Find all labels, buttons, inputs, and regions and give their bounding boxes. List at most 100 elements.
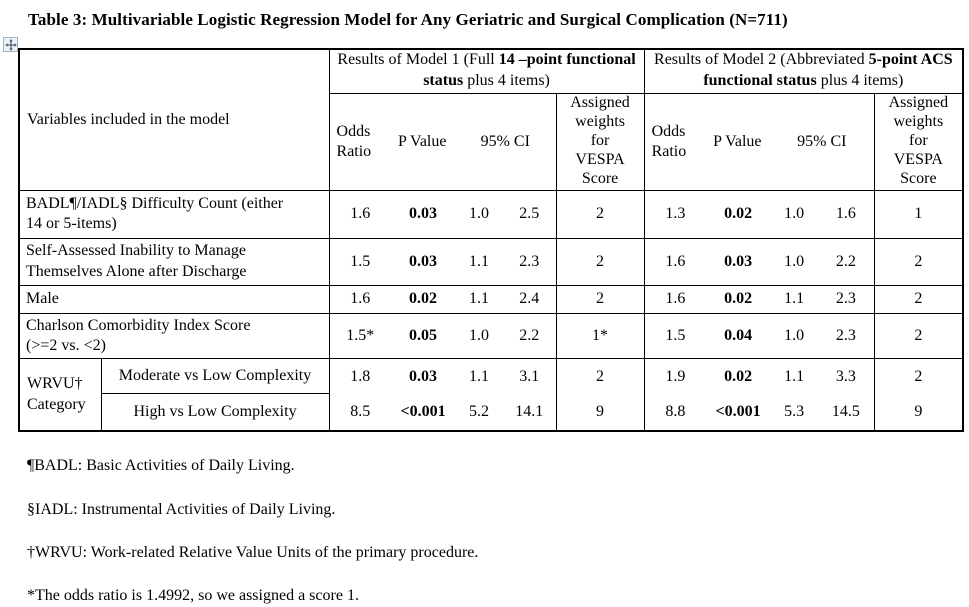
cell-m1-weight: 2: [555, 285, 645, 314]
cell-m2-ci-high: 14.5: [818, 393, 875, 432]
cell-m1-ci-low: 1.0: [455, 313, 504, 360]
cell-m2-p: 0.02: [724, 367, 753, 385]
cell-m2-ci-low: 1.1: [770, 285, 819, 314]
cell-m2-weight: 2: [873, 358, 964, 394]
cell-m1-weight: 2: [555, 190, 645, 239]
cell-m2-ci-low: 1.0: [770, 313, 819, 360]
cell-m1-p: 0.03: [391, 190, 456, 239]
model2-header-cell: Results of Model 2 (Abbreviated 5-point …: [643, 49, 964, 94]
table-row: BADL¶/IADL§ Difficulty Count (either 14 o…: [19, 190, 964, 239]
cell-m1-or: 1.5*: [328, 313, 392, 360]
cell-m1-p: 0.02: [391, 285, 456, 314]
cell-m2-ci-high: 2.3: [818, 285, 875, 314]
cell-m2-p: 0.03: [706, 238, 771, 286]
m1-ci-header: 95% CI: [455, 93, 557, 191]
cell-m1-ci-high: 2.3: [503, 238, 557, 286]
model1-header-cell: Results of Model 1 (Full 14 –point funct…: [328, 49, 645, 94]
model2-header-post: plus 4 items): [816, 72, 904, 90]
cell-m1-ci-high: 2.5: [503, 190, 557, 239]
row-label-charlson: Charlson Comorbidity Index Score (>=2 vs.…: [19, 313, 330, 360]
cell-m1-or: 1.5: [328, 238, 392, 286]
cell-m1-or: 8.5: [328, 393, 392, 432]
cell-m2-p: 0.04: [706, 313, 771, 360]
model1-header-pre: Results of Model 1 (Full: [337, 51, 499, 69]
cell-m2-or: 8.8: [643, 393, 707, 432]
cell-m1-ci-low: 1.1: [469, 367, 490, 385]
column-header-row: Odds Ratio P Value 95% CI Assigned weigh…: [19, 93, 964, 191]
model1-header-bold: 14 –point functional status: [423, 51, 636, 90]
m1-odds-ratio-header: Odds Ratio: [328, 93, 392, 191]
cell-m2-p: 0.02: [706, 285, 771, 314]
m1-weights-header: Assigned weights for VESPA Score: [555, 93, 645, 191]
cell-m1-or: 1.8: [328, 358, 392, 394]
model-header-row: Variables included in the model Results …: [19, 49, 964, 191]
cell-m2-weight: 2: [873, 313, 964, 360]
row-sublabel-high: High vs Low Complexity: [100, 393, 330, 432]
cell-m1-weight: 2: [555, 358, 645, 394]
m2-ci-header: 95% CI: [770, 93, 875, 191]
row-sublabel-moderate: Moderate vs Low Complexity: [100, 358, 330, 395]
cell-m2-weight: 9: [873, 393, 964, 432]
row-group-label-wrvu: WRVU† Category: [19, 358, 101, 432]
move-cross-icon: [4, 38, 17, 51]
cell-m1-ci-high: 14.1: [503, 393, 557, 432]
table-row: Charlson Comorbidity Index Score (>=2 vs.…: [19, 313, 964, 360]
cell-m2-ci-high: 1.6: [818, 190, 875, 239]
footnote-iadl: §IADL: Instrumental Activities of Daily …: [27, 501, 336, 518]
m2-weights-header: Assigned weights for VESPA Score: [873, 93, 964, 191]
cell-m1-weight: 2: [555, 238, 645, 286]
cell-m2-weight: 2: [873, 285, 964, 314]
table-title: Table 3: Multivariable Logistic Regressi…: [28, 10, 788, 29]
cell-m2-or: 1.5: [643, 313, 707, 360]
cell-m1-p: 0.05: [391, 313, 456, 360]
table-row: Male 1.6 0.02 1.1 2.4 2 1.6 0.02 1.1 2.3…: [19, 285, 964, 314]
cell-m1-weight: 9: [555, 393, 645, 432]
cell-m2-ci-high: 2.2: [818, 238, 875, 286]
row-label-badl-iadl: BADL¶/IADL§ Difficulty Count (either 14 o…: [19, 190, 330, 239]
row-label-male: Male: [19, 285, 330, 314]
table-row-wrvu-moderate: WRVU† Category Moderate vs Low Complexity…: [19, 358, 964, 432]
footnote-odds-ratio: *The odds ratio is 1.4992, so we assigne…: [27, 587, 359, 604]
cell-m1-p: <0.001: [391, 393, 456, 432]
cell-m1-ci-low: 1.1: [455, 238, 504, 286]
cell-m2-ci-low: 1.0: [770, 238, 819, 286]
row-label-self-assessed: Self-Assessed Inability to Manage Themsel…: [19, 238, 330, 286]
cell-m2-ci-low: 1.0: [770, 190, 819, 239]
cell-m1-ci-high: 2.2: [503, 313, 557, 360]
m2-weights-header-label: Assigned weights for VESPA Score: [888, 94, 949, 187]
model1-header-post: plus 4 items): [463, 72, 550, 90]
cell-m1-ci-high: 3.1: [519, 367, 540, 385]
cell-m1-p: 0.03: [409, 367, 438, 385]
model2-header-bold: 5-point ACS functional status: [703, 51, 953, 90]
variables-header-label: Variables included in the model: [27, 110, 230, 128]
cell-m2-weight: 1: [873, 190, 964, 239]
regression-table: Variables included in the model Results …: [18, 48, 965, 432]
table-move-handle-icon[interactable]: [3, 37, 18, 52]
cell-m2-ci-high: 2.3: [818, 313, 875, 360]
cell-m1-weight: 1*: [555, 313, 645, 360]
cell-m1-ci-low: 1.1: [455, 285, 504, 314]
m2-p-value-header: P Value: [706, 93, 771, 191]
m1-weights-header-label: Assigned weights for VESPA Score: [570, 94, 630, 187]
cell-m2-ci-high: 3.3: [835, 367, 856, 385]
table-row-wrvu-high: High vs Low Complexity 8.5 <0.001 5.2 14…: [19, 393, 964, 432]
cell-m1-p: 0.03: [391, 238, 456, 286]
cell-m2-or: 1.6: [643, 238, 707, 286]
cell-m2-or: 1.6: [643, 285, 707, 314]
cell-m1-ci-high: 2.4: [503, 285, 557, 314]
table-row: Self-Assessed Inability to Manage Themsel…: [19, 238, 964, 286]
cell-m1-ci-low: 5.2: [455, 393, 504, 432]
cell-m2-ci-low: 1.1: [784, 367, 805, 385]
cell-m2-or: 1.3: [643, 190, 707, 239]
footnote-wrvu: †WRVU: Work-related Relative Value Units…: [27, 544, 479, 561]
model2-header-pre: Results of Model 2 (Abbreviated: [654, 51, 869, 69]
cell-m1-or: 1.6: [328, 285, 392, 314]
footnote-badl: ¶BADL: Basic Activities of Daily Living.: [27, 457, 295, 474]
variables-header-cell: Variables included in the model: [19, 49, 330, 191]
cell-m2-ci-low: 5.3: [770, 393, 819, 432]
cell-m2-p: <0.001: [706, 393, 771, 432]
cell-m2-or: 1.9: [643, 358, 707, 394]
cell-m1-or: 1.6: [328, 190, 392, 239]
cell-m1-ci-low: 1.0: [455, 190, 504, 239]
